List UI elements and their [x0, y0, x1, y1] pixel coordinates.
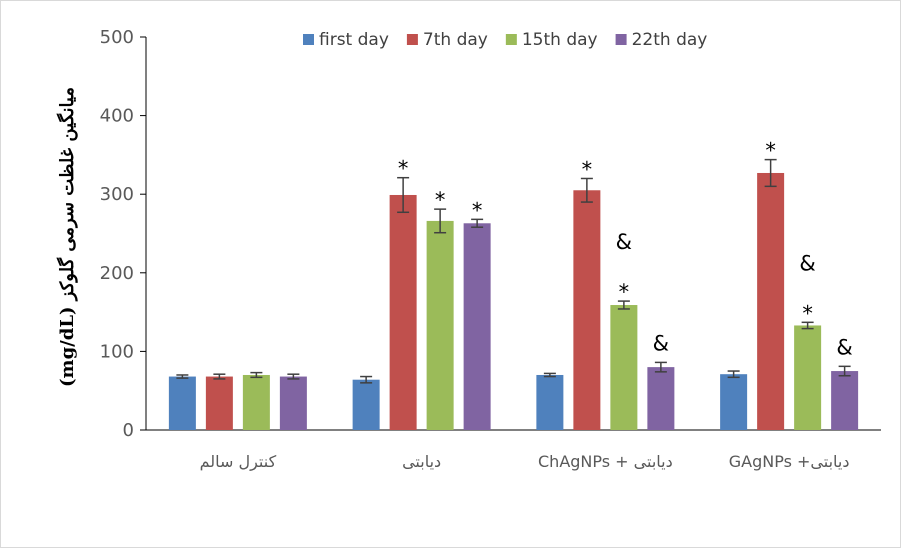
y-tick-label: 0 — [123, 420, 134, 441]
x-category-label: دیابتی — [402, 452, 441, 471]
annotations: ** ***&&**&& — [398, 139, 853, 360]
legend-swatch-22th-day — [615, 34, 627, 45]
legend-label: 15th day — [522, 30, 598, 50]
error-bars — [176, 158, 851, 384]
legend-swatch-first-day — [303, 34, 314, 45]
x-category-label: دیابتی+ GAgNPs — [729, 452, 850, 471]
bar-7th-day — [205, 376, 233, 430]
bars — [168, 172, 859, 430]
bar-15th-day — [794, 325, 822, 430]
y-tick-label: 200 — [100, 263, 134, 284]
y-tick-label: 400 — [100, 106, 134, 127]
x-category-label: دیابتی + ChAgNPs — [538, 452, 673, 471]
significance-star: * — [802, 301, 813, 325]
legend: first day 7th day 15th day 22th day — [303, 30, 707, 50]
y-tick-label: 100 — [100, 341, 134, 362]
y-axis-label: میانگین غلظت سرمی گلوکز (mg/dL) — [56, 87, 78, 387]
bar-15th-day — [242, 374, 270, 430]
x-category-label: کنترل سالم — [200, 452, 277, 472]
significance-ampersand: & — [653, 331, 669, 355]
significance-star: * — [398, 157, 409, 181]
significance-star: * — [765, 139, 776, 163]
bar-7th-day — [573, 190, 601, 430]
bar-first-day — [352, 379, 380, 430]
bar-22th-day — [831, 371, 859, 430]
bar-7th-day — [389, 194, 417, 430]
legend-label: 22th day — [632, 30, 708, 50]
bar-22th-day — [279, 376, 307, 430]
bar-first-day — [720, 374, 748, 430]
bar-22th-day — [647, 367, 675, 430]
significance-star: * — [582, 157, 593, 181]
legend-label: first day — [319, 30, 389, 50]
significance-star: * — [435, 188, 446, 212]
significance-ampersand: & — [836, 335, 852, 359]
significance-ampersand: & — [616, 230, 632, 254]
legend-swatch-15th-day — [505, 34, 517, 45]
significance-ampersand: & — [799, 251, 815, 275]
legend-label: 7th day — [423, 30, 488, 50]
bar-15th-day — [426, 220, 454, 430]
significance-star: * — [472, 198, 483, 222]
y-tick-label: 500 — [100, 27, 134, 48]
y-tick-label: 300 — [100, 184, 134, 205]
axes: 0 100 200 300 400 500 کنترل سالم دیابتی دیابتی +… — [100, 27, 881, 472]
significance-star: * — [619, 280, 630, 304]
bar-22th-day — [463, 223, 491, 430]
bar-first-day — [536, 374, 564, 430]
bar-first-day — [168, 376, 196, 430]
legend-swatch-7th-day — [406, 34, 418, 45]
bar-15th-day — [610, 305, 638, 430]
bar-7th-day — [757, 172, 785, 430]
